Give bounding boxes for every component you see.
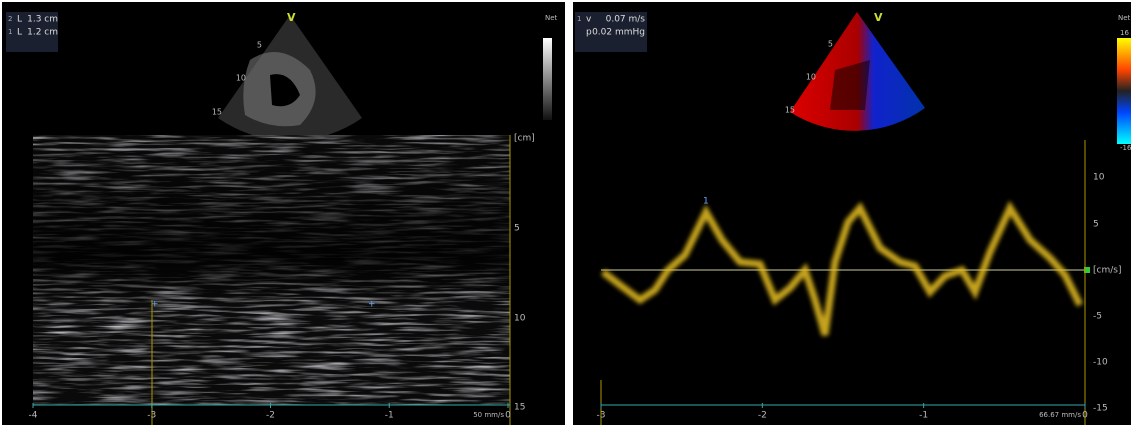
ultrasound-screen: + + 1 2L1.3 cm1L1.2 cmV51015Net[cm]51015… bbox=[0, 0, 1131, 427]
time-tick-label: -1 bbox=[385, 411, 394, 421]
axis-tick-label: 10 bbox=[514, 314, 526, 324]
measurement-index: 2 bbox=[8, 15, 12, 23]
time-tick-label: -2 bbox=[266, 411, 275, 421]
trace-marker: 1 bbox=[703, 197, 709, 207]
axis-unit: [cm] bbox=[514, 134, 535, 144]
time-tick-label: -3 bbox=[147, 411, 156, 421]
measurement-label: L bbox=[17, 28, 22, 38]
color-map-bar bbox=[1117, 38, 1131, 144]
sweep-speed: 50 mm/s bbox=[473, 411, 504, 419]
measurement-index: 1 bbox=[577, 15, 581, 23]
measurement-label: v bbox=[586, 15, 592, 25]
view-marker: V bbox=[874, 11, 883, 24]
sector-depth: 5 bbox=[828, 40, 833, 49]
color-scale-label: 16 bbox=[1120, 29, 1129, 37]
time-tick-label: -1 bbox=[919, 411, 928, 421]
time-tick-label: -3 bbox=[597, 411, 606, 421]
time-tick-label: 0 bbox=[1082, 411, 1088, 421]
time-tick-label: -4 bbox=[29, 411, 38, 421]
map-label: Net bbox=[1118, 14, 1131, 22]
m-mode-shade bbox=[33, 135, 510, 405]
sector-depth: 15 bbox=[212, 108, 222, 117]
sector-depth: 15 bbox=[785, 106, 795, 115]
measurement-value: 0.07 m/s bbox=[606, 15, 646, 25]
measurement-value: 1.3 cm bbox=[27, 15, 58, 25]
gray-map-bar bbox=[543, 38, 552, 120]
sweep-speed: 66.67 mm/s bbox=[1039, 411, 1081, 419]
axis-tick-label: -10 bbox=[1093, 358, 1108, 368]
sector-depth: 5 bbox=[257, 41, 262, 50]
measurement-value: 0.02 mmHg bbox=[592, 28, 645, 38]
time-tick-label: -2 bbox=[758, 411, 767, 421]
measurement-label: L bbox=[17, 15, 22, 25]
axis-tick-label: 5 bbox=[514, 224, 520, 234]
caliper: + bbox=[368, 300, 376, 310]
sector-depth: 10 bbox=[236, 74, 246, 83]
map-label: Net bbox=[545, 14, 558, 22]
axis-tick-label: 5 bbox=[1093, 220, 1099, 230]
axis-tick-label: -5 bbox=[1093, 312, 1102, 322]
caliper: + bbox=[151, 300, 159, 310]
axis-tick-label: 15 bbox=[514, 403, 525, 413]
time-tick-label: 0 bbox=[505, 411, 511, 421]
view-marker: V bbox=[287, 11, 296, 24]
sector-depth: 10 bbox=[806, 73, 816, 82]
axis-tick-label: 10 bbox=[1093, 173, 1105, 183]
axis-unit: [cm/s] bbox=[1093, 266, 1121, 276]
measurement-value: 1.2 cm bbox=[27, 28, 58, 38]
measurement-index: 1 bbox=[8, 28, 12, 36]
color-scale-label: -16 bbox=[1120, 144, 1131, 152]
axis-tick-label: -15 bbox=[1093, 404, 1108, 414]
